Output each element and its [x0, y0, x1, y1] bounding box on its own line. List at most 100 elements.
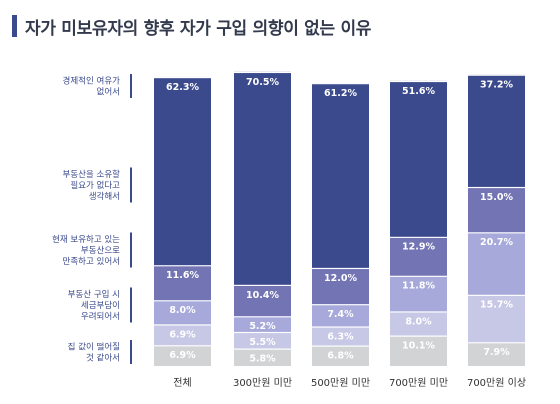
data-label: 6.9%	[169, 329, 196, 340]
segment-separator	[468, 186, 525, 189]
bar-stack: 7.9% 15.7% 20.7% 15.0% 37.2%	[468, 74, 525, 366]
bar-segment	[312, 345, 369, 366]
legend-label: 부동산으로	[81, 245, 120, 256]
bar-segment	[312, 267, 369, 305]
bar-segment	[312, 83, 369, 268]
segment-separator	[390, 335, 447, 337]
bar-stack: 5.8% 5.5% 5.2% 10.4% 70.5%	[234, 71, 291, 366]
segment-separator	[234, 331, 291, 334]
bar-segment	[312, 326, 369, 346]
legend-marker	[130, 74, 132, 98]
segment-separator	[154, 76, 211, 79]
bar-segment	[234, 316, 291, 332]
legend-marker	[130, 167, 132, 203]
bar-segment	[390, 311, 447, 336]
legend-marker	[130, 232, 132, 268]
segment-separator	[390, 236, 447, 238]
bar-segment	[234, 331, 291, 349]
bar-stack: 6.9% 6.9% 8.0% 11.6% 62.3%	[154, 76, 211, 366]
bar-segment	[468, 74, 525, 187]
legend-label: 필요가 없다고	[70, 180, 120, 191]
bar-stack: 6.8% 6.3% 7.4% 12.0% 61.2%	[312, 83, 369, 366]
legend-label: 없어서	[97, 87, 120, 98]
bar-stack: 10.1% 8.0% 11.8% 12.9% 51.6%	[390, 80, 447, 366]
data-label: 61.2%	[324, 88, 357, 99]
title-block: 자가 미보유자의 향후 자가 구입 의향이 없는 이유	[12, 14, 372, 39]
segment-separator	[312, 83, 369, 85]
data-label: 15.0%	[480, 192, 513, 203]
data-label: 11.8%	[402, 281, 435, 292]
segment-separator	[312, 345, 369, 347]
segment-separator	[468, 74, 525, 76]
segment-separator	[390, 311, 447, 313]
segment-separator	[234, 316, 291, 318]
data-label: 51.6%	[402, 86, 435, 97]
bar-segment	[390, 335, 447, 366]
data-label: 37.2%	[480, 80, 513, 91]
legend-label: 부동산 구입 시	[68, 289, 120, 300]
legend-label: 생각해서	[89, 191, 120, 202]
segment-separator	[154, 345, 211, 347]
data-label: 10.1%	[402, 340, 435, 351]
segment-separator	[234, 71, 291, 74]
legend-label: 현재 보유하고 있는	[52, 234, 120, 245]
data-label: 6.3%	[327, 331, 354, 342]
data-label: 70.5%	[246, 77, 279, 88]
bar-segment	[154, 300, 211, 325]
legend-label: 부동산을 소유할	[63, 169, 121, 180]
bar-segment	[312, 304, 369, 327]
legend-label: 것 같아서	[86, 353, 120, 364]
data-label: 8.0%	[405, 316, 432, 327]
bar-segment	[154, 265, 211, 301]
category-label: 700만원 이상	[467, 377, 526, 389]
segment-separator	[154, 265, 211, 267]
data-label: 11.6%	[166, 270, 199, 281]
data-label: 10.4%	[246, 290, 279, 301]
bar-segment	[468, 342, 525, 366]
data-label: 62.3%	[166, 82, 199, 93]
data-label: 12.0%	[324, 273, 357, 284]
category-label: 700만원 미만	[389, 377, 448, 389]
segment-separator	[312, 304, 369, 306]
segment-separator	[312, 326, 369, 328]
bar-segment	[468, 186, 525, 233]
legend-label: 세금부담이	[81, 300, 120, 311]
legend-marker	[130, 287, 132, 323]
segment-separator	[234, 284, 291, 286]
data-label: 6.9%	[169, 350, 196, 361]
data-label: 12.9%	[402, 242, 435, 253]
bar-segment	[234, 71, 291, 285]
data-label: 7.4%	[327, 309, 354, 320]
legend-label: 경제적인 여유가	[63, 76, 121, 87]
bar-segment	[234, 284, 291, 317]
bar-segment	[390, 236, 447, 276]
segment-separator	[468, 342, 525, 344]
chart-title: 자가 미보유자의 향후 자가 구입 의향이 없는 이유	[25, 18, 372, 39]
title-accent-bar	[12, 15, 17, 37]
segment-separator	[390, 275, 447, 277]
data-label: 5.8%	[249, 353, 276, 364]
bar-segment	[234, 348, 291, 366]
segment-separator	[154, 324, 211, 326]
segment-separator	[154, 300, 211, 302]
data-label: 7.9%	[483, 347, 510, 358]
data-label: 6.8%	[327, 350, 354, 361]
bar-segment	[154, 324, 211, 346]
category-label: 500만원 미만	[311, 377, 370, 389]
segment-separator	[390, 80, 447, 83]
legend-label: 우려되어서	[81, 311, 120, 322]
category-label: 300만원 미만	[233, 377, 292, 389]
segment-separator	[312, 267, 369, 270]
segment-separator	[468, 232, 525, 234]
legend-marker	[130, 340, 132, 364]
category-label: 전체	[173, 377, 191, 389]
bar-segment	[154, 76, 211, 266]
bar-segment	[468, 232, 525, 295]
bar-segment	[154, 345, 211, 366]
bar-segment	[390, 80, 447, 237]
bar-segment	[468, 294, 525, 343]
